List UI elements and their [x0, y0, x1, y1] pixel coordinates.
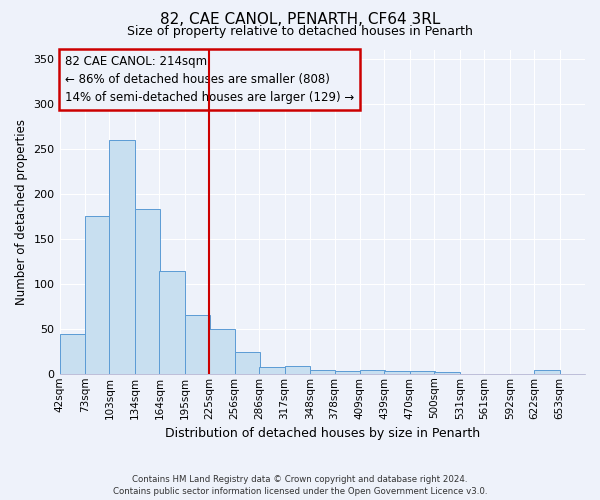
Bar: [160, 271, 185, 374]
Bar: [235, 352, 260, 374]
Bar: [385, 371, 410, 374]
Bar: [109, 140, 135, 374]
Bar: [185, 316, 210, 374]
Bar: [135, 209, 160, 374]
X-axis label: Distribution of detached houses by size in Penarth: Distribution of detached houses by size …: [165, 427, 480, 440]
Bar: [434, 372, 460, 374]
Text: Size of property relative to detached houses in Penarth: Size of property relative to detached ho…: [127, 25, 473, 38]
Bar: [259, 366, 284, 374]
Bar: [85, 216, 110, 374]
Y-axis label: Number of detached properties: Number of detached properties: [15, 119, 28, 305]
Bar: [59, 334, 85, 374]
Text: 82 CAE CANOL: 214sqm
← 86% of detached houses are smaller (808)
14% of semi-deta: 82 CAE CANOL: 214sqm ← 86% of detached h…: [65, 55, 354, 104]
Bar: [209, 329, 235, 374]
Bar: [534, 370, 560, 374]
Bar: [284, 366, 310, 374]
Bar: [410, 371, 435, 374]
Text: 82, CAE CANOL, PENARTH, CF64 3RL: 82, CAE CANOL, PENARTH, CF64 3RL: [160, 12, 440, 28]
Bar: [335, 371, 360, 374]
Text: Contains HM Land Registry data © Crown copyright and database right 2024.
Contai: Contains HM Land Registry data © Crown c…: [113, 475, 487, 496]
Bar: [310, 370, 335, 374]
Bar: [360, 370, 385, 374]
